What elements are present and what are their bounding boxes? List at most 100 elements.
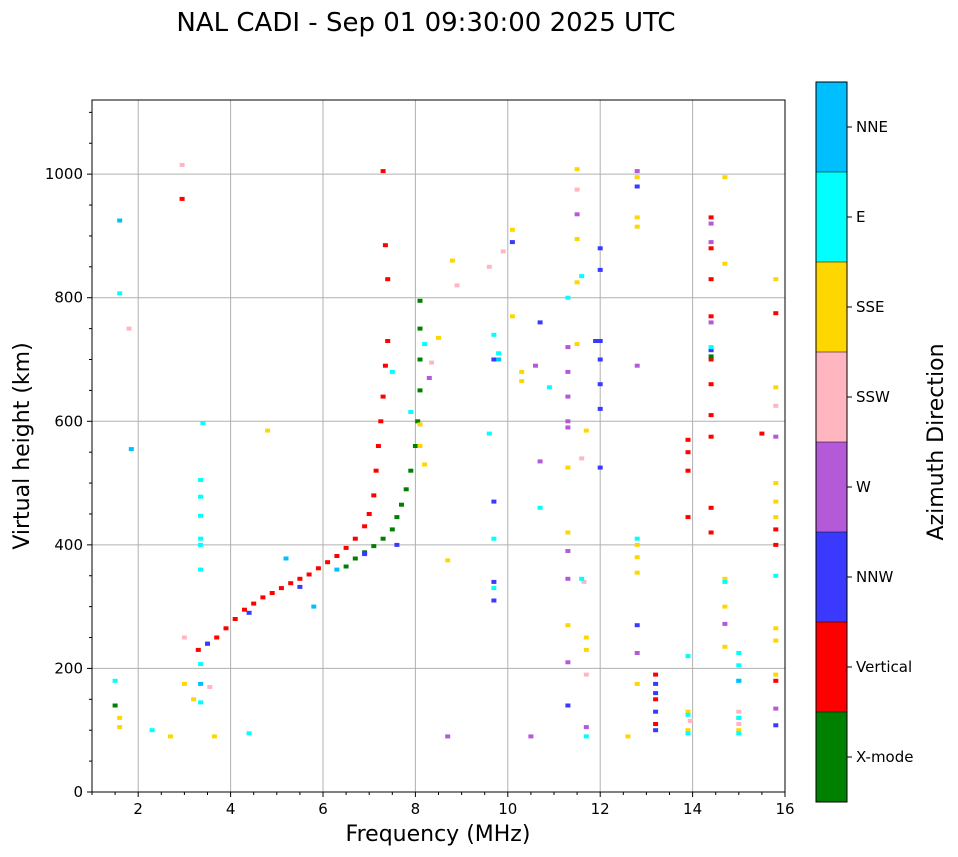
echo-point-e	[198, 662, 204, 667]
x-tick-label: 14	[683, 800, 702, 818]
echo-point-e	[198, 513, 204, 518]
echo-point-vertical	[708, 215, 714, 220]
echo-point-vertical	[343, 545, 349, 550]
echo-point-sse	[634, 555, 640, 560]
echo-point-x-mode	[394, 515, 400, 520]
colorbar-frame	[815, 81, 848, 803]
echo-point-sse	[583, 635, 589, 640]
x-tick-label: 6	[318, 800, 328, 818]
echo-point-ssw	[486, 264, 492, 269]
echo-point-vertical	[334, 554, 340, 558]
echo-point-nnw	[509, 240, 515, 245]
echo-point-x-mode	[403, 487, 409, 492]
echo-point-e	[112, 678, 118, 683]
echo-point-sse	[191, 697, 197, 702]
echo-point-x-mode	[389, 527, 395, 532]
echo-point-x-mode	[417, 388, 423, 393]
colorbar-segment	[816, 712, 847, 802]
echo-point-e	[149, 728, 155, 733]
echo-point-w	[722, 621, 728, 626]
echo-point-x-mode	[343, 564, 349, 569]
x-tick-label: 8	[411, 800, 421, 818]
echo-point-sse	[422, 462, 428, 467]
echo-point-sse	[634, 681, 640, 686]
echo-point-ssw	[574, 187, 580, 192]
echo-point-vertical	[288, 581, 294, 586]
echo-point-e	[546, 385, 552, 390]
echo-point-sse	[509, 227, 515, 232]
echo-point-w	[565, 345, 571, 350]
echo-point-e	[736, 651, 742, 655]
echo-point-x-mode	[352, 556, 358, 561]
echo-point-ssw	[454, 283, 460, 288]
echo-point-sse	[509, 314, 515, 319]
echo-point-nnw	[597, 246, 603, 251]
echo-point-sse	[181, 681, 187, 686]
echo-point-e	[198, 542, 204, 547]
echo-point-sse	[722, 644, 728, 649]
echo-point-sse	[583, 647, 589, 652]
echo-point-e	[198, 494, 204, 499]
echo-point-sse	[445, 558, 451, 563]
echo-point-nne	[496, 357, 502, 362]
echo-point-w	[426, 376, 432, 380]
x-tick-label: 4	[226, 800, 236, 818]
y-axis-label: Virtual height (km)	[10, 342, 35, 549]
echo-point-nnw	[537, 320, 543, 325]
echo-point-e	[408, 410, 414, 414]
echo-point-e	[486, 431, 492, 436]
echo-point-nnw	[362, 552, 368, 557]
colorbar-label: SSE	[856, 298, 885, 316]
echo-point-sse	[565, 465, 571, 470]
echo-point-vertical	[653, 672, 659, 677]
echo-point-w	[565, 369, 571, 374]
echo-point-nnw	[653, 691, 659, 696]
y-tick-label: 600	[54, 412, 83, 430]
echo-point-e	[722, 579, 728, 584]
echo-point-nnw	[491, 579, 497, 584]
echo-point-e	[198, 536, 204, 541]
echo-point-ssw	[207, 685, 213, 689]
echo-point-nne	[736, 678, 742, 683]
echo-point-vertical	[685, 515, 691, 520]
echo-point-vertical	[685, 468, 691, 473]
echo-point-sse	[634, 224, 640, 229]
echo-point-vertical	[773, 542, 779, 547]
echo-point-w	[773, 706, 779, 711]
echo-point-e	[117, 291, 123, 296]
echo-point-vertical	[232, 617, 238, 621]
echo-point-nne	[311, 604, 317, 609]
echo-point-sse	[449, 258, 455, 263]
echo-point-nnw	[491, 357, 497, 362]
echo-point-e	[736, 715, 742, 720]
echo-point-sse	[583, 428, 589, 433]
echo-point-nnw	[205, 641, 210, 646]
echo-point-vertical	[380, 394, 386, 399]
echo-point-vertical	[708, 277, 714, 282]
echo-point-vertical	[708, 434, 714, 439]
echo-point-e	[685, 731, 691, 736]
echo-point-w	[565, 549, 571, 553]
x-tick-label: 16	[775, 800, 794, 818]
echo-point-vertical	[366, 512, 372, 516]
echo-point-vertical	[773, 678, 779, 683]
colorbar-label: X-mode	[856, 748, 913, 766]
colorbar-segment	[816, 82, 847, 172]
echo-point-x-mode	[417, 326, 423, 331]
echo-point-nnw	[597, 267, 603, 272]
echo-point-sse	[722, 604, 728, 609]
y-tick-label: 800	[54, 289, 83, 307]
echo-point-w	[634, 651, 640, 655]
colorbar-segment	[816, 262, 847, 352]
echo-point-vertical	[708, 530, 714, 535]
echo-point-nnw	[491, 499, 497, 504]
echo-point-vertical	[378, 419, 384, 424]
echo-point-e	[579, 274, 585, 279]
echo-point-w	[634, 169, 640, 174]
colorbar-segment	[816, 442, 847, 532]
echo-point-vertical	[375, 444, 381, 448]
echo-point-sse	[565, 530, 571, 535]
echo-point-e	[565, 295, 571, 300]
echo-point-x-mode	[399, 502, 404, 507]
echo-point-nne	[117, 218, 123, 223]
